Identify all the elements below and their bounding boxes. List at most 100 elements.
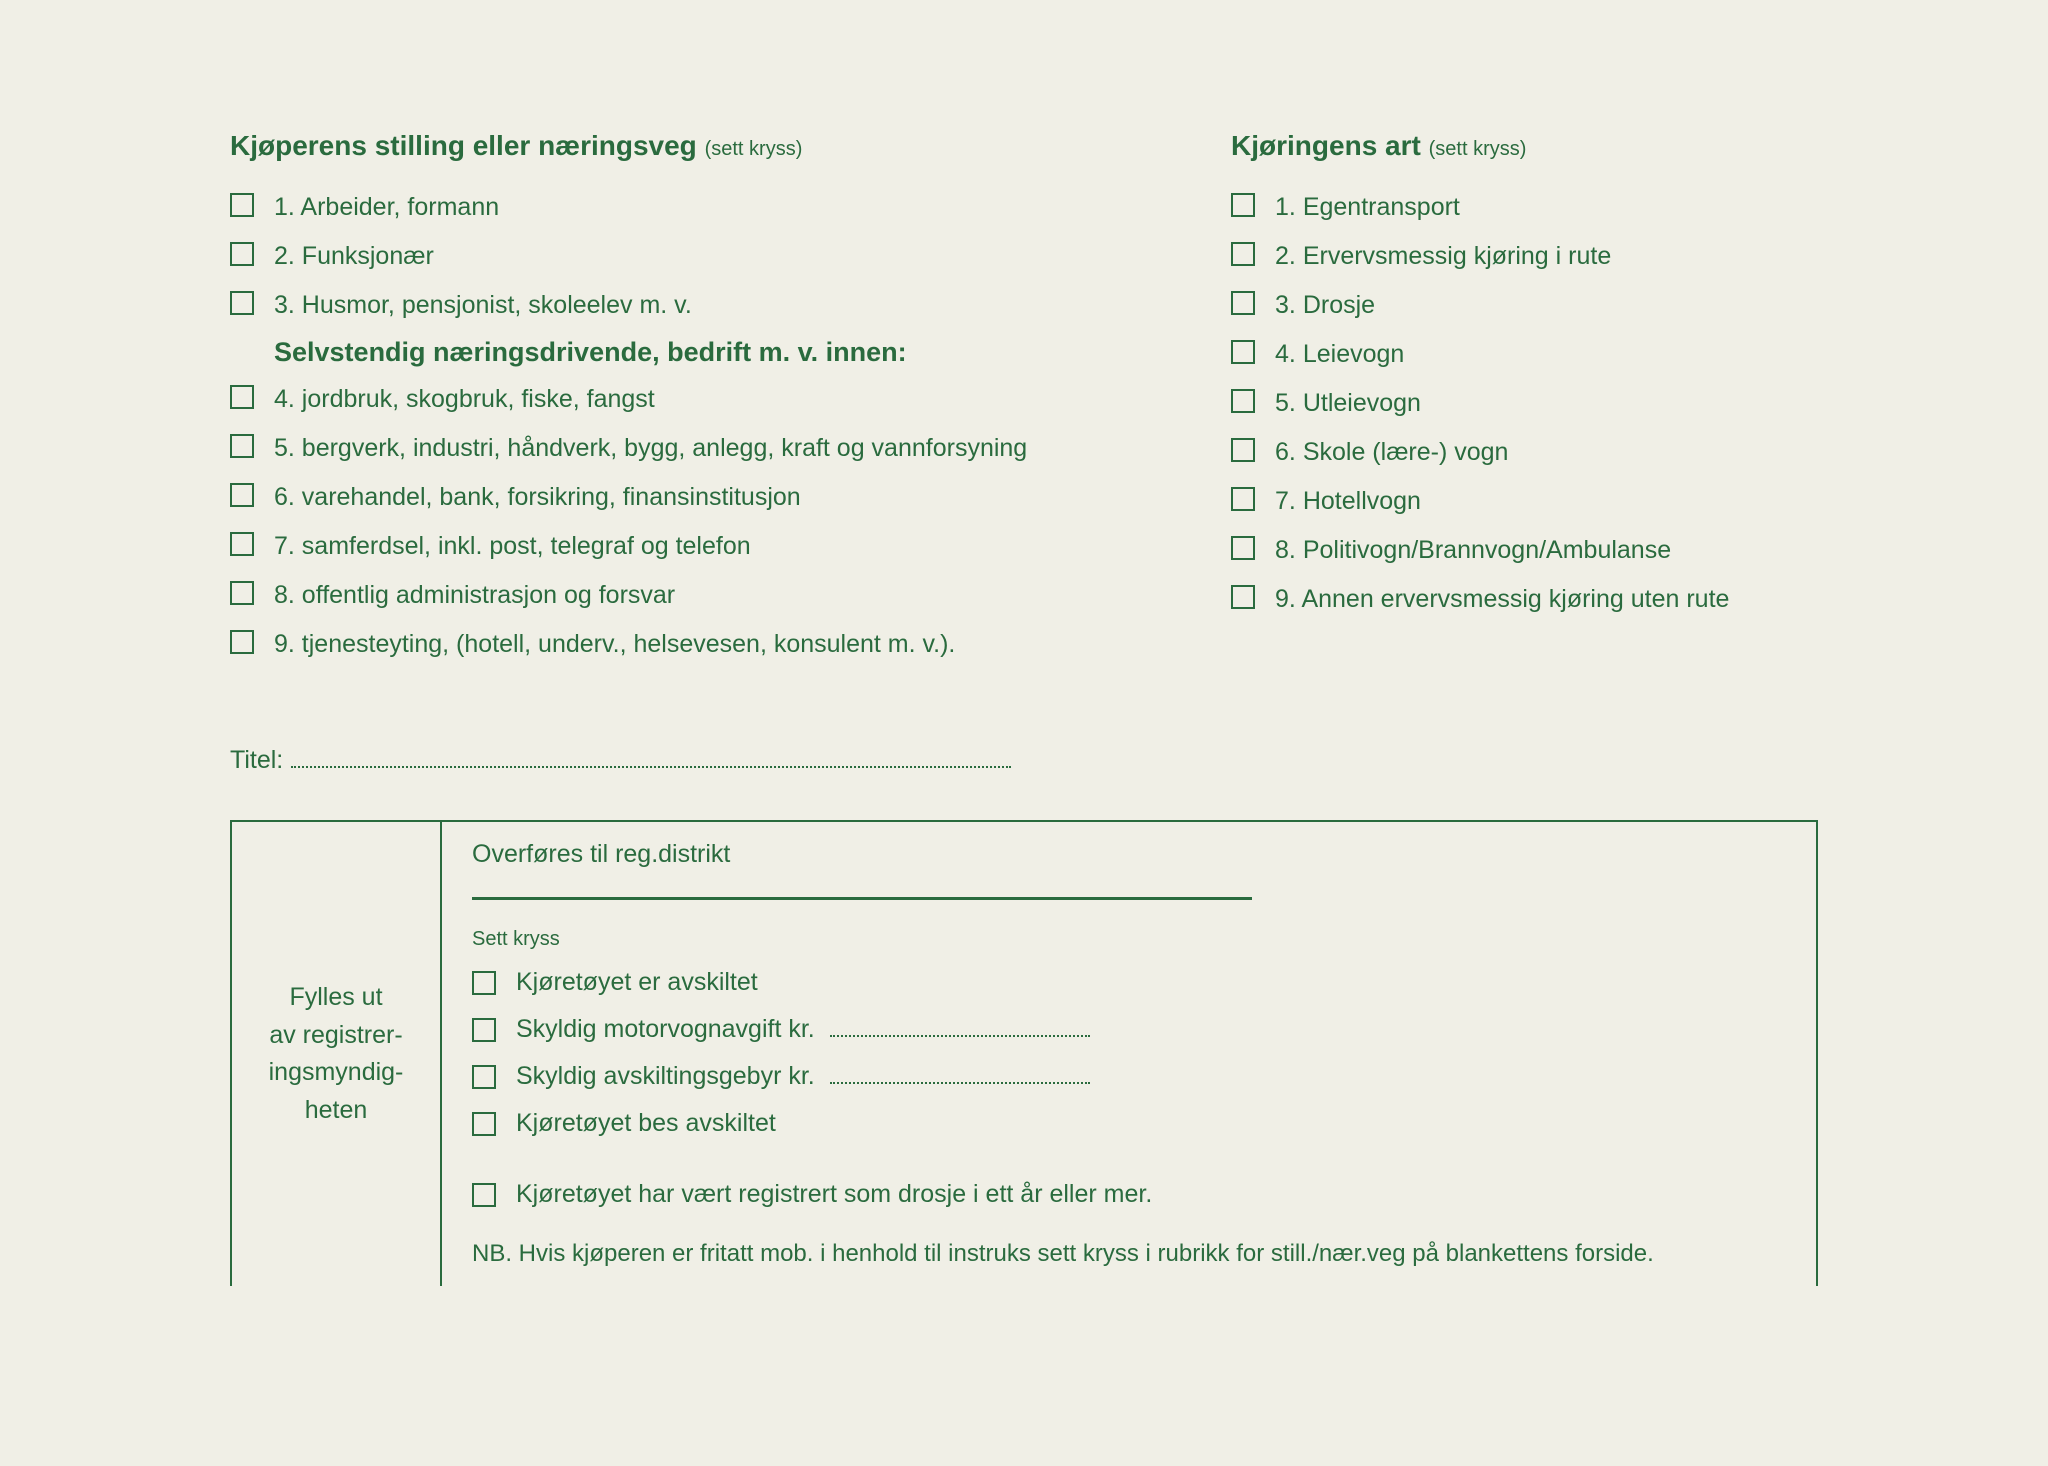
checkbox-row: Skyldig avskiltingsgebyr kr. xyxy=(472,1059,1786,1094)
buyer-occupation-column: Kjøperens stilling eller næringsveg (set… xyxy=(230,130,1151,676)
checkbox-row: 3. Husmor, pensjonist, skoleelev m. v. xyxy=(230,288,1151,323)
checkbox-row: 9. tjenesteyting, (hotell, underv., hels… xyxy=(230,627,1151,662)
checkbox[interactable] xyxy=(472,971,496,995)
checkbox[interactable] xyxy=(230,193,254,217)
item-label: 5. bergverk, industri, håndverk, bygg, a… xyxy=(274,431,1027,466)
checkbox[interactable] xyxy=(230,630,254,654)
spacer xyxy=(472,1153,1786,1177)
checkbox-row: 5. Utleievogn xyxy=(1231,386,1818,421)
checkbox-row: 5. bergverk, industri, håndverk, bygg, a… xyxy=(230,431,1151,466)
checkbox[interactable] xyxy=(472,1183,496,1207)
checkbox-row: 8. offentlig administrasjon og forsvar xyxy=(230,578,1151,613)
item-label: 1. Egentransport xyxy=(1275,190,1460,225)
checkbox-row: 2. Funksjonær xyxy=(230,239,1151,274)
checkbox[interactable] xyxy=(230,385,254,409)
checkbox[interactable] xyxy=(230,291,254,315)
top-section: Kjøperens stilling eller næringsveg (set… xyxy=(230,130,1818,676)
title-text: Kjøringens art xyxy=(1231,130,1421,161)
checkbox-row: 1. Arbeider, formann xyxy=(230,190,1151,225)
item-label: 4. jordbruk, skogbruk, fiske, fangst xyxy=(274,382,655,417)
checkbox[interactable] xyxy=(230,434,254,458)
title-hint: (sett kryss) xyxy=(1429,138,1527,160)
label-text: Skyldig avskiltingsgebyr kr. xyxy=(516,1062,815,1090)
item-label: 7. samferdsel, inkl. post, telegraf og t… xyxy=(274,529,751,564)
checkbox[interactable] xyxy=(230,532,254,556)
driving-type-column: Kjøringens art (sett kryss) 1. Egentrans… xyxy=(1231,130,1818,676)
line3: ingsmyndig- xyxy=(269,1054,404,1092)
form-page: Kjøperens stilling eller næringsveg (set… xyxy=(0,0,2048,1466)
checkbox-row: Skyldig motorvognavgift kr. xyxy=(472,1012,1786,1047)
box-right-content: Overføres til reg.distrikt Sett kryss Kj… xyxy=(442,822,1816,1286)
item-label: Skyldig motorvognavgift kr. xyxy=(516,1012,1090,1047)
item-label: 4. Leievogn xyxy=(1275,337,1404,372)
checkbox[interactable] xyxy=(472,1018,496,1042)
item-label: 3. Drosje xyxy=(1275,288,1375,323)
label-text: Skyldig motorvognavgift kr. xyxy=(516,1015,815,1043)
checkbox-row: 9. Annen ervervsmessig kjøring uten rute xyxy=(1231,582,1818,617)
sett-kryss-label: Sett kryss xyxy=(472,928,1786,951)
checkbox-row: 4. Leievogn xyxy=(1231,337,1818,372)
item-label: 2. Ervervsmessig kjøring i rute xyxy=(1275,239,1611,274)
titel-input-line[interactable] xyxy=(291,766,1011,768)
checkbox[interactable] xyxy=(1231,536,1255,560)
item-label: 6. varehandel, bank, forsikring, finansi… xyxy=(274,480,801,515)
item-label: 2. Funksjonær xyxy=(274,239,434,274)
checkbox[interactable] xyxy=(1231,291,1255,315)
checkbox[interactable] xyxy=(1231,389,1255,413)
checkbox[interactable] xyxy=(472,1065,496,1089)
driving-type-title: Kjøringens art (sett kryss) xyxy=(1231,130,1818,162)
checkbox[interactable] xyxy=(1231,340,1255,364)
box-left-text: Fylles ut av registrer- ingsmyndig- hete… xyxy=(269,979,404,1129)
item-label: 9. Annen ervervsmessig kjøring uten rute xyxy=(1275,582,1729,617)
checkbox-row: 3. Drosje xyxy=(1231,288,1818,323)
authority-box: Fylles ut av registrer- ingsmyndig- hete… xyxy=(230,820,1818,1286)
item-label: Kjøretøyet er avskiltet xyxy=(516,965,758,1000)
checkbox-row: Kjøretøyet har vært registrert som drosj… xyxy=(472,1177,1786,1212)
checkbox[interactable] xyxy=(472,1112,496,1136)
item-label: 3. Husmor, pensjonist, skoleelev m. v. xyxy=(274,288,692,323)
amount-input-line[interactable] xyxy=(830,1082,1090,1084)
checkbox-row: 1. Egentransport xyxy=(1231,190,1818,225)
nb-note: NB. Hvis kjøperen er fritatt mob. i henh… xyxy=(472,1240,1786,1268)
checkbox-row: 7. Hotellvogn xyxy=(1231,484,1818,519)
title-hint: (sett kryss) xyxy=(705,138,803,160)
item-label: 7. Hotellvogn xyxy=(1275,484,1421,519)
item-label: 5. Utleievogn xyxy=(1275,386,1421,421)
box-left-label: Fylles ut av registrer- ingsmyndig- hete… xyxy=(232,822,442,1286)
sub-title: Selvstendig næringsdrivende, bedrift m. … xyxy=(274,337,1151,368)
line4: heten xyxy=(269,1092,404,1130)
checkbox[interactable] xyxy=(230,483,254,507)
item-label: 6. Skole (lære-) vogn xyxy=(1275,435,1508,470)
checkbox-row: 4. jordbruk, skogbruk, fiske, fangst xyxy=(230,382,1151,417)
item-label: 9. tjenesteyting, (hotell, underv., hels… xyxy=(274,627,955,662)
line2: av registrer- xyxy=(269,1017,404,1055)
checkbox[interactable] xyxy=(1231,242,1255,266)
item-label: 8. Politivogn/Brannvogn/Ambulanse xyxy=(1275,533,1671,568)
overfores-input-line[interactable] xyxy=(472,897,1252,900)
line1: Fylles ut xyxy=(269,979,404,1017)
item-label: 1. Arbeider, formann xyxy=(274,190,499,225)
checkbox-row: Kjøretøyet er avskiltet xyxy=(472,965,1786,1000)
item-label: 8. offentlig administrasjon og forsvar xyxy=(274,578,675,613)
checkbox-row: 2. Ervervsmessig kjøring i rute xyxy=(1231,239,1818,274)
title-text: Kjøperens stilling eller næringsveg xyxy=(230,130,697,161)
checkbox[interactable] xyxy=(1231,487,1255,511)
item-label: Skyldig avskiltingsgebyr kr. xyxy=(516,1059,1090,1094)
checkbox-row: 8. Politivogn/Brannvogn/Ambulanse xyxy=(1231,533,1818,568)
item-label: Kjøretøyet bes avskiltet xyxy=(516,1106,776,1141)
checkbox[interactable] xyxy=(1231,193,1255,217)
checkbox[interactable] xyxy=(230,242,254,266)
checkbox[interactable] xyxy=(1231,438,1255,462)
checkbox-row: 6. Skole (lære-) vogn xyxy=(1231,435,1818,470)
checkbox[interactable] xyxy=(1231,585,1255,609)
overfores-label: Overføres til reg.distrikt xyxy=(472,840,1786,869)
checkbox-row: 6. varehandel, bank, forsikring, finansi… xyxy=(230,480,1151,515)
checkbox-row: Kjøretøyet bes avskiltet xyxy=(472,1106,1786,1141)
titel-row: Titel: xyxy=(230,746,1818,775)
checkbox-row: 7. samferdsel, inkl. post, telegraf og t… xyxy=(230,529,1151,564)
amount-input-line[interactable] xyxy=(830,1035,1090,1037)
buyer-occupation-title: Kjøperens stilling eller næringsveg (set… xyxy=(230,130,1151,162)
item-label: Kjøretøyet har vært registrert som drosj… xyxy=(516,1177,1152,1212)
titel-label: Titel: xyxy=(230,746,283,775)
checkbox[interactable] xyxy=(230,581,254,605)
